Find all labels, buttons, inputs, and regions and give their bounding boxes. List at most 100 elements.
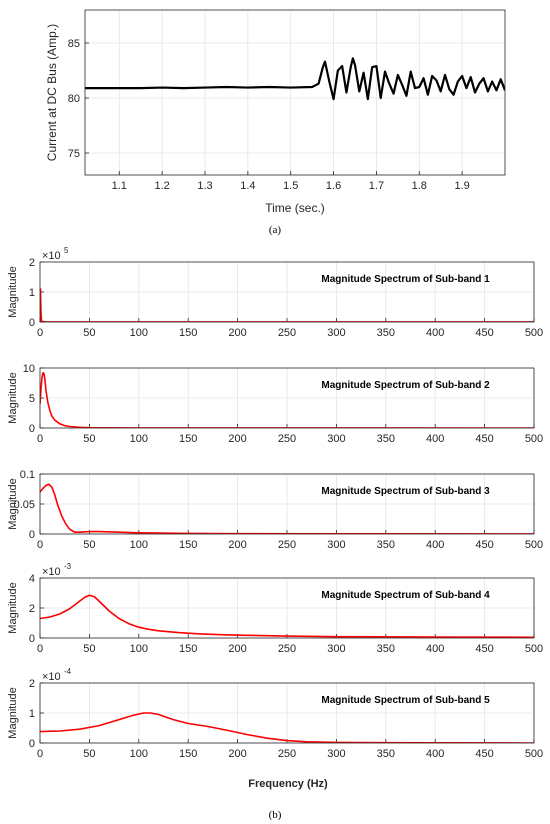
y-axis-label: Magnitude bbox=[7, 582, 19, 633]
panel-title: Magnitude Spectrum of Sub-band 5 bbox=[321, 695, 490, 706]
y-axis-label: Magnitude bbox=[7, 687, 19, 738]
x-tick-label: 300 bbox=[327, 539, 345, 551]
x-tick-label: 150 bbox=[179, 327, 197, 339]
x-tick-label: 300 bbox=[327, 643, 345, 655]
x-axis-label: Time (sec.) bbox=[265, 201, 325, 215]
x-tick-label: 0 bbox=[37, 433, 43, 445]
series-line bbox=[40, 594, 534, 638]
x-tick-label: 1.8 bbox=[412, 180, 427, 192]
axes-frame bbox=[84, 9, 506, 176]
axis-multiplier-exponent: -4 bbox=[64, 667, 72, 676]
spectrum-panel-4: 0 50 100 150 200 250 300 350 400 450 500 0 2 4 Magnitu… bbox=[7, 562, 543, 655]
x-tick-label: 100 bbox=[130, 539, 148, 551]
x-tick-label: 50 bbox=[83, 539, 95, 551]
axis-multiplier: ×10 bbox=[42, 250, 61, 262]
x-tick-label: 150 bbox=[179, 748, 197, 760]
x-tick-label: 1.1 bbox=[112, 180, 127, 192]
x-tick-label: 500 bbox=[525, 433, 543, 445]
y-tick-label: 4 bbox=[29, 573, 35, 585]
x-tick-label: 400 bbox=[426, 433, 444, 445]
x-tick-label: 500 bbox=[525, 643, 543, 655]
x-tick-label: 450 bbox=[475, 539, 493, 551]
caption-a: (a) bbox=[269, 224, 282, 236]
x-tick-label: 300 bbox=[327, 327, 345, 339]
x-tick-label: 0 bbox=[37, 539, 43, 551]
x-tick-label: 100 bbox=[130, 643, 148, 655]
y-tick-label: 0 bbox=[29, 317, 35, 329]
x-tick-label: 400 bbox=[426, 748, 444, 760]
y-tick-label: 1 bbox=[29, 708, 35, 720]
caption-b: (b) bbox=[269, 809, 282, 821]
x-tick-label: 500 bbox=[525, 748, 543, 760]
panel-title: Magnitude Spectrum of Sub-band 3 bbox=[321, 486, 490, 497]
x-tick-label: 500 bbox=[525, 327, 543, 339]
x-tick-label: 1.4 bbox=[240, 180, 255, 192]
x-tick-label: 250 bbox=[278, 748, 296, 760]
series-line bbox=[40, 712, 534, 743]
x-tick-label: 350 bbox=[377, 327, 395, 339]
y-tick-label: 75 bbox=[68, 148, 80, 160]
time-domain-panel: 1.1 1.2 1.3 1.4 1.5 1.6 1.7 1.8 1.9 75 80 85 Time (s… bbox=[45, 9, 506, 215]
x-tick-label: 400 bbox=[426, 539, 444, 551]
spectrum-panel-1: 0 50 100 150 200 250 300 350 400 450 500 0 1 2 Magnitu… bbox=[7, 246, 543, 339]
x-tick-label: 50 bbox=[83, 748, 95, 760]
y-tick-label: 0 bbox=[29, 633, 35, 645]
x-tick-label: 50 bbox=[83, 433, 95, 445]
x-tick-label: 0 bbox=[37, 643, 43, 655]
x-tick-label: 350 bbox=[377, 643, 395, 655]
y-tick-label: 10 bbox=[23, 363, 35, 375]
axis-multiplier: ×10 bbox=[42, 566, 61, 578]
x-tick-label: 450 bbox=[475, 327, 493, 339]
x-tick-label: 500 bbox=[525, 539, 543, 551]
y-axis-label: Magnitude bbox=[7, 478, 19, 529]
x-tick-label: 0 bbox=[37, 748, 43, 760]
x-tick-label: 1.5 bbox=[283, 180, 298, 192]
x-tick-label: 200 bbox=[228, 433, 246, 445]
panel-title: Magnitude Spectrum of Sub-band 1 bbox=[321, 274, 490, 285]
x-tick-label: 250 bbox=[278, 643, 296, 655]
x-tick-label: 250 bbox=[278, 539, 296, 551]
x-tick-label: 200 bbox=[228, 643, 246, 655]
axis-multiplier: ×10 bbox=[42, 671, 61, 683]
x-tick-label: 1.2 bbox=[154, 180, 169, 192]
y-tick-label: 0 bbox=[29, 738, 35, 750]
x-tick-label: 300 bbox=[327, 433, 345, 445]
x-tick-label: 100 bbox=[130, 327, 148, 339]
y-tick-label: 0 bbox=[29, 423, 35, 435]
x-tick-label: 400 bbox=[426, 327, 444, 339]
axes-frame bbox=[39, 577, 535, 639]
y-axis-label: Current at DC Bus (Amp.) bbox=[45, 24, 59, 161]
x-tick-label: 450 bbox=[475, 748, 493, 760]
x-tick-label: 350 bbox=[377, 539, 395, 551]
x-tick-label: 350 bbox=[377, 748, 395, 760]
y-axis-label: Magnitude bbox=[7, 372, 19, 423]
x-tick-label: 350 bbox=[377, 433, 395, 445]
axis-multiplier-exponent: -3 bbox=[64, 562, 72, 571]
x-tick-label: 1.7 bbox=[369, 180, 384, 192]
x-tick-label: 150 bbox=[179, 539, 197, 551]
x-tick-label: 0 bbox=[37, 327, 43, 339]
y-tick-label: 0.05 bbox=[14, 499, 35, 511]
spectrum-panel-5: 0 50 100 150 200 250 300 350 400 450 500 0 1 2 Magnitu… bbox=[7, 667, 543, 760]
x-tick-label: 150 bbox=[179, 643, 197, 655]
spectrum-panel-3: 0 50 100 150 200 250 300 350 400 450 50000.050.1Ma… bbox=[7, 469, 543, 551]
x-tick-label: 1.6 bbox=[326, 180, 341, 192]
x-tick-label: 250 bbox=[278, 433, 296, 445]
y-tick-label: 1 bbox=[29, 287, 35, 299]
x-tick-label: 300 bbox=[327, 748, 345, 760]
x-tick-label: 200 bbox=[228, 539, 246, 551]
x-tick-label: 200 bbox=[228, 748, 246, 760]
x-tick-label: 50 bbox=[83, 643, 95, 655]
x-tick-label: 1.3 bbox=[197, 180, 212, 192]
y-tick-label: 85 bbox=[68, 38, 80, 50]
axes-frame bbox=[39, 682, 535, 744]
plot-area bbox=[85, 10, 505, 175]
x-tick-label: 450 bbox=[475, 643, 493, 655]
y-tick-label: 0 bbox=[29, 529, 35, 541]
axes-frame bbox=[39, 473, 535, 535]
x-tick-label: 450 bbox=[475, 433, 493, 445]
x-tick-label: 250 bbox=[278, 327, 296, 339]
axes-frame bbox=[39, 367, 535, 429]
x-tick-label: 200 bbox=[228, 327, 246, 339]
